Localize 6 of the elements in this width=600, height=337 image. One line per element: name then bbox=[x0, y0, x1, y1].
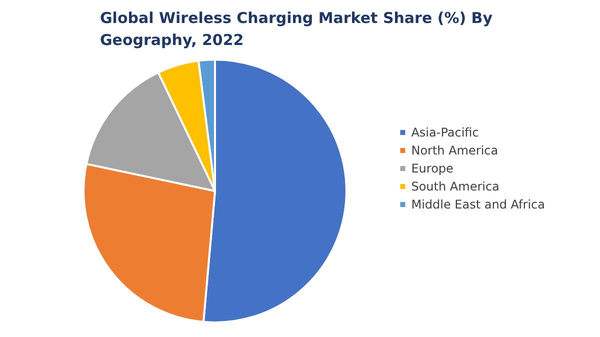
legend-label: North America bbox=[411, 144, 498, 158]
chart-title: Global Wireless Charging Market Share (%) By Geography, 2022 bbox=[100, 9, 498, 49]
legend-label: South America bbox=[411, 180, 500, 194]
legend-label: Asia-Pacific bbox=[411, 126, 479, 140]
legend-label: Europe bbox=[411, 162, 454, 176]
legend-label: Middle East and Africa bbox=[411, 198, 546, 212]
